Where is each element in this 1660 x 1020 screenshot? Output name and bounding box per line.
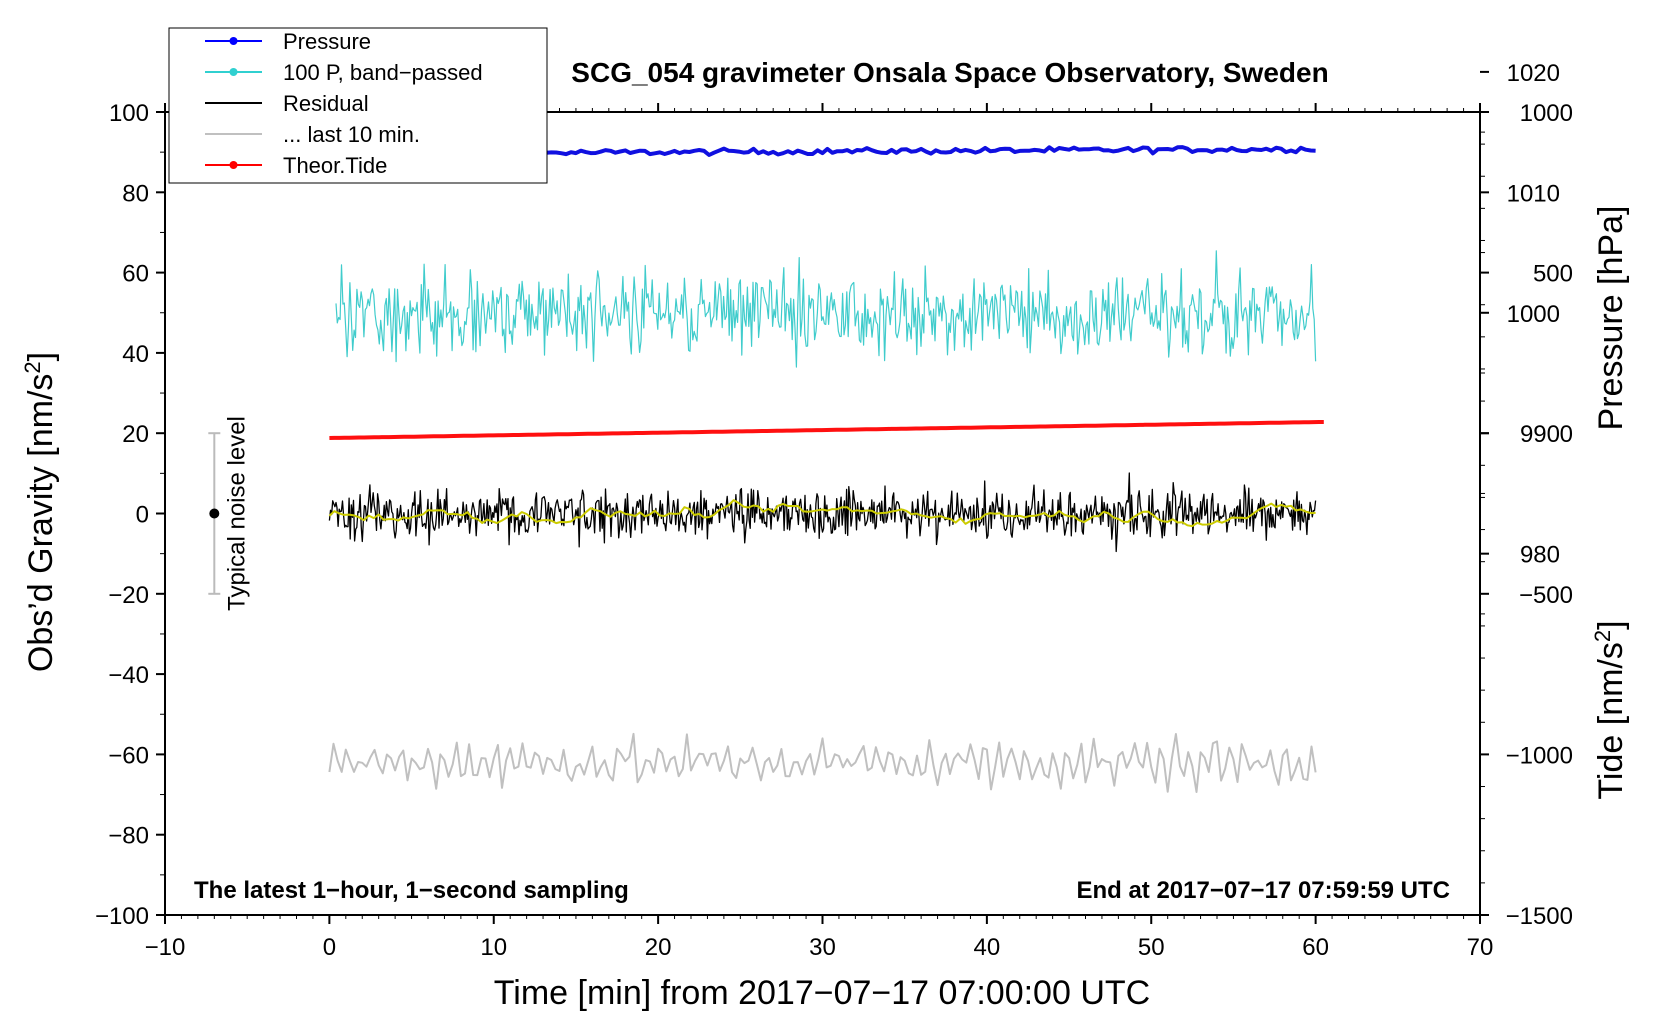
chart-title: SCG_054 gravimeter Onsala Space Observat… [571, 57, 1328, 88]
y-tick-label: 100 [109, 100, 149, 127]
x-tick-label: 50 [1138, 934, 1165, 961]
x-tick-label: 0 [323, 934, 336, 961]
x-tick-label: 60 [1302, 934, 1329, 961]
tide-tick-label: 1000 [1520, 100, 1573, 127]
y-axis-label-gravity-text: Obs’d Gravity [nm/s [22, 374, 60, 673]
legend-label: Theor.Tide [283, 153, 387, 178]
y-tick-label: −80 [108, 823, 149, 850]
pressure-tick-label: 1010 [1507, 180, 1560, 207]
note-right: End at 2017−07−17 07:59:59 UTC [1076, 877, 1450, 904]
y-axis-label-pressure: Pressure [hPa] [1592, 206, 1630, 431]
pressure-tick-label: 1000 [1507, 301, 1560, 328]
y-axis-label-tide-text: Tide [nm/s [1592, 642, 1630, 799]
tide-tick-label: 0 [1560, 421, 1573, 448]
y-tick-label: 0 [136, 502, 149, 529]
x-axis-label: Time [min] from 2017−07−17 07:00:00 UTC [494, 974, 1150, 1012]
legend-label: Residual [283, 91, 369, 116]
tide-tick-label: −1500 [1506, 903, 1573, 930]
y-axis-label-gravity-sup: 2 [20, 361, 45, 373]
data-series [328, 145, 1324, 793]
y-axis-label-gravity-close: ] [22, 352, 60, 361]
legend-box [168, 27, 548, 184]
noise-level-indicator: Typical noise level [208, 416, 250, 611]
y-axis-label-tide: Tide [nm/s2] [1590, 620, 1630, 799]
y-axis-label-tide-close: ] [1592, 620, 1630, 629]
tide-tick-label: 500 [1533, 261, 1573, 288]
x-tick-label: 20 [645, 934, 672, 961]
y-tick-label: 40 [122, 341, 149, 368]
noise-level-label: Typical noise level [223, 416, 250, 611]
y-tick-label: 20 [122, 421, 149, 448]
y-axis-label-gravity: Obs’d Gravity [nm/s2] [20, 352, 60, 672]
x-tick-label: 70 [1467, 934, 1494, 961]
tide-tick-label: −500 [1519, 582, 1573, 609]
y-tick-label: 60 [122, 261, 149, 288]
y-tick-label: −40 [108, 662, 149, 689]
pressure-tick-label: 1020 [1507, 60, 1560, 87]
x-tick-label: 10 [480, 934, 507, 961]
pressure-tick-label: 990 [1520, 421, 1560, 448]
legend-label: 100 P, band−passed [283, 60, 483, 85]
legend-label: ... last 10 min. [283, 122, 420, 147]
pressure-tick-label: 980 [1520, 542, 1560, 569]
legend-marker [229, 68, 238, 76]
axis-ticks: −10 0 10 20 30 40 50 60 70100806040200−20−40−60−… [95, 60, 1573, 961]
legend-marker [229, 37, 238, 45]
series-last-10-min [328, 732, 1317, 793]
tide-tick-label: −1000 [1506, 742, 1573, 769]
note-left: The latest 1−hour, 1−second sampling [194, 877, 629, 904]
noise-bar-center-dot [209, 508, 220, 519]
legend-label: Pressure [283, 29, 371, 54]
y-axis-label-tide-sup: 2 [1590, 630, 1615, 642]
legend: Pressure 100 P, band−passed Residual ... la… [168, 27, 548, 184]
x-tick-label: −10 [145, 934, 186, 961]
y-tick-label: −60 [108, 742, 149, 769]
y-tick-label: −100 [95, 903, 149, 930]
y-tick-label: 80 [122, 180, 149, 207]
series-100-p-band-passed [335, 250, 1317, 368]
y-tick-label: −20 [108, 582, 149, 609]
series-theor-tide [329, 420, 1324, 440]
series-residual [328, 472, 1317, 553]
x-tick-label: 30 [809, 934, 836, 961]
legend-marker [229, 161, 238, 169]
x-tick-label: 40 [974, 934, 1001, 961]
series-residual-smoothed [328, 499, 1316, 528]
